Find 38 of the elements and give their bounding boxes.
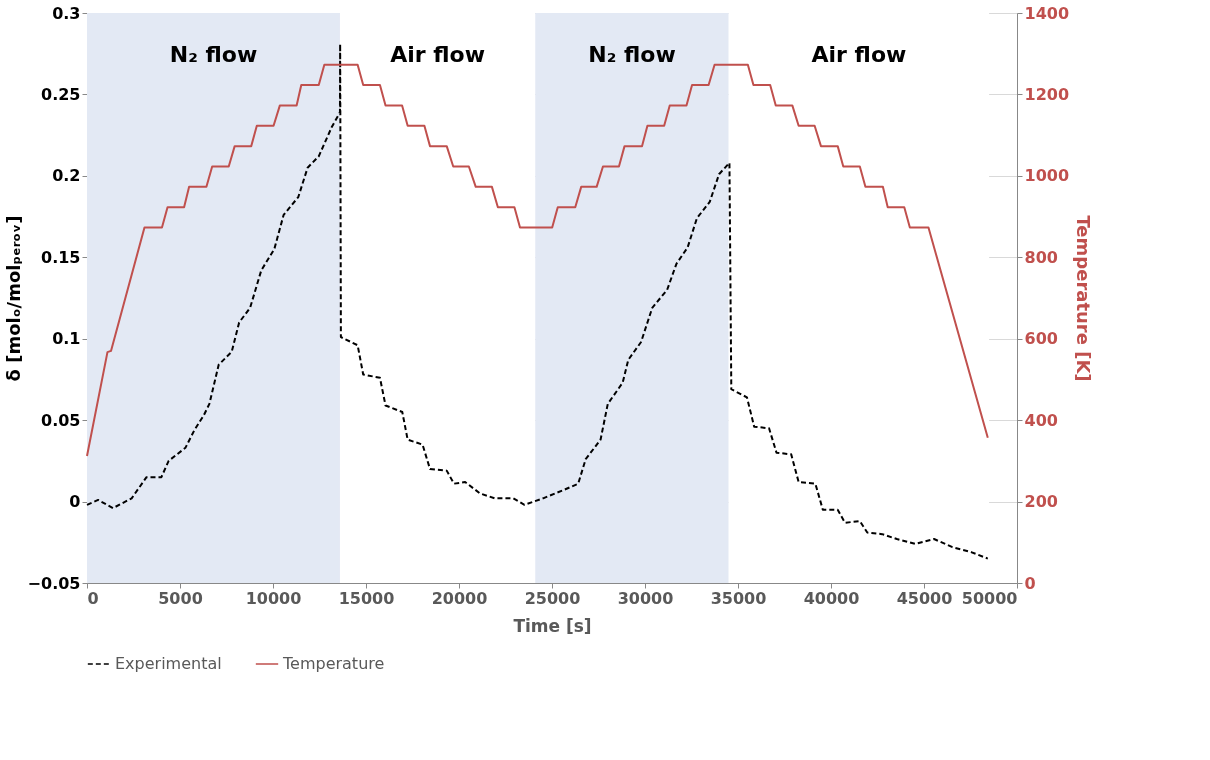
y-tick-label: 0.1 — [52, 329, 81, 349]
y-tick-label: −0.05 — [27, 573, 81, 593]
y2-tick-label: 0 — [1024, 573, 1036, 593]
line-series — [86, 42, 989, 560]
band-label: Air flow — [390, 42, 486, 67]
x-tick-label: 10000 — [245, 588, 302, 608]
y2-tick-label: 200 — [1024, 492, 1058, 512]
y-tick-label: 0.05 — [41, 410, 81, 430]
y2-tick-label: 800 — [1024, 247, 1058, 267]
x-tick-label: 5000 — [158, 588, 203, 608]
x-tick-label: 15000 — [338, 588, 395, 608]
x-axis-title: Time [s] — [513, 615, 592, 636]
y-tick-label: 0.15 — [41, 247, 81, 267]
y-tick-label: 0 — [69, 492, 81, 512]
band-label: N₂ flow — [588, 42, 676, 67]
y2-tick-label: 1000 — [1024, 166, 1070, 186]
legend-label: Temperature — [282, 654, 385, 673]
y-axis-title: δ [molₒ/molₚₑᵣₒᵥ] — [2, 215, 24, 382]
y2-tick-label: 400 — [1024, 410, 1058, 430]
band-label: N₂ flow — [169, 42, 258, 67]
y2-tick-label: 600 — [1024, 329, 1058, 349]
y-tick-label: 0.2 — [52, 166, 81, 186]
y2-tick-label: 1400 — [1024, 3, 1070, 23]
legend-label: Experimental — [115, 654, 222, 673]
x-tick-label: 20000 — [431, 588, 488, 608]
x-tick-label: 40000 — [803, 588, 860, 608]
y-tick-label: 0.3 — [52, 3, 81, 23]
line-series — [86, 63, 989, 457]
y2-axis-title: Temperature [K] — [1073, 215, 1095, 382]
x-tick-label: 50000 — [961, 588, 1018, 608]
x-tick-label: 45000 — [896, 588, 953, 608]
y2-tick-label: 1200 — [1024, 84, 1070, 104]
x-tick-label: 30000 — [617, 588, 674, 608]
x-tick-label: 0 — [87, 588, 99, 608]
band-label: Air flow — [811, 42, 907, 67]
x-tick-label: 25000 — [524, 588, 581, 608]
y-tick-label: 0.25 — [41, 84, 81, 104]
x-tick-label: 35000 — [710, 588, 767, 608]
